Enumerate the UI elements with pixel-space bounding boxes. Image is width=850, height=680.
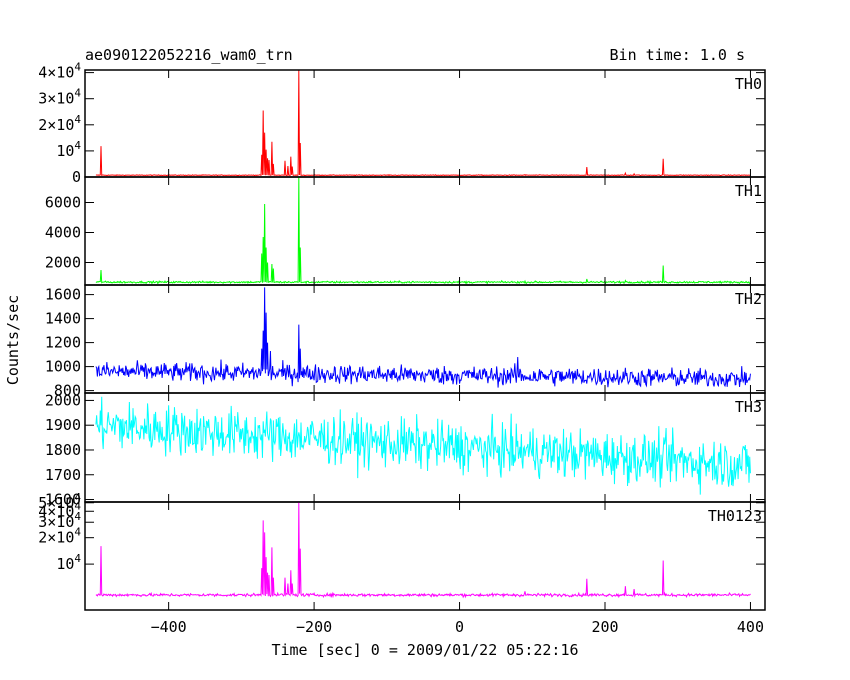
y-tick-label: 4000 [45, 224, 81, 242]
y-tick-label: 1700 [45, 466, 81, 484]
x-tick-label: −200 [296, 618, 332, 636]
x-tick-label: 400 [737, 618, 764, 636]
panel-frame [84, 501, 766, 611]
plot-title: ae090122052216_wam0_trn [85, 46, 293, 64]
panel-th3: 1600 1700 1800 1900 2000 TH3 [45, 391, 766, 509]
panel-label: TH3 [735, 398, 762, 416]
y-axis-label: Counts/sec [4, 295, 22, 385]
panel-th2: 800 1000 1200 1400 1600 TH2 [45, 284, 766, 400]
series-th1 [95, 177, 751, 285]
y-tick-label: 2000 [45, 254, 81, 272]
series-th2 [95, 287, 751, 388]
y-tick-label: 1000 [45, 358, 81, 376]
y-tick-label: 5×104 [38, 491, 81, 512]
y-tick-label: 0 [72, 168, 81, 186]
panel-label: TH2 [735, 290, 762, 308]
x-tick-label: 0 [455, 618, 464, 636]
panel-th1: 2000 4000 6000 TH1 [45, 176, 766, 286]
panel-label: TH1 [735, 182, 762, 200]
y-tick-label: 800 [54, 382, 81, 400]
panel-label: TH0123 [708, 507, 762, 525]
y-tick-label: 1200 [45, 334, 81, 352]
y-tick-label: 1800 [45, 441, 81, 459]
panel-th0: 0 104 2×104 3×104 4×104 TH0 [38, 61, 766, 186]
x-axis: −400 −200 0 200 400 [151, 618, 764, 636]
y-tick-label: 2×104 [38, 526, 81, 547]
y-tick-label: 104 [56, 552, 81, 573]
y-tick-label: 1600 [45, 286, 81, 304]
y-tick-label: 3×104 [38, 510, 81, 531]
series-th0 [95, 70, 751, 177]
y-tick-label: 1400 [45, 310, 81, 328]
y-tick-label: 2×104 [38, 113, 81, 134]
y-tick-label: 2000 [45, 391, 81, 409]
y-tick-label: 6000 [45, 194, 81, 212]
y-tick-label: 4×104 [38, 499, 81, 520]
y-tick-label: 4×104 [38, 61, 81, 82]
x-axis-label: Time [sec] 0 = 2009/01/22 05:22:16 [271, 641, 578, 659]
panels: 01042×1043×1044×104TH0200040006000TH1800… [38, 61, 766, 611]
x-tick-label: −400 [151, 618, 187, 636]
bin-time-label: Bin time: 1.0 s [610, 46, 745, 64]
y-tick-label: 1900 [45, 416, 81, 434]
panel-label: TH0 [735, 75, 762, 93]
y-tick-label: 104 [56, 139, 81, 160]
y-tick-label: 1600 [45, 491, 81, 509]
y-tick-label: 3×104 [38, 87, 81, 108]
series-th0123 [95, 502, 751, 599]
x-tick-label: 200 [591, 618, 618, 636]
series-th3 [95, 396, 751, 495]
